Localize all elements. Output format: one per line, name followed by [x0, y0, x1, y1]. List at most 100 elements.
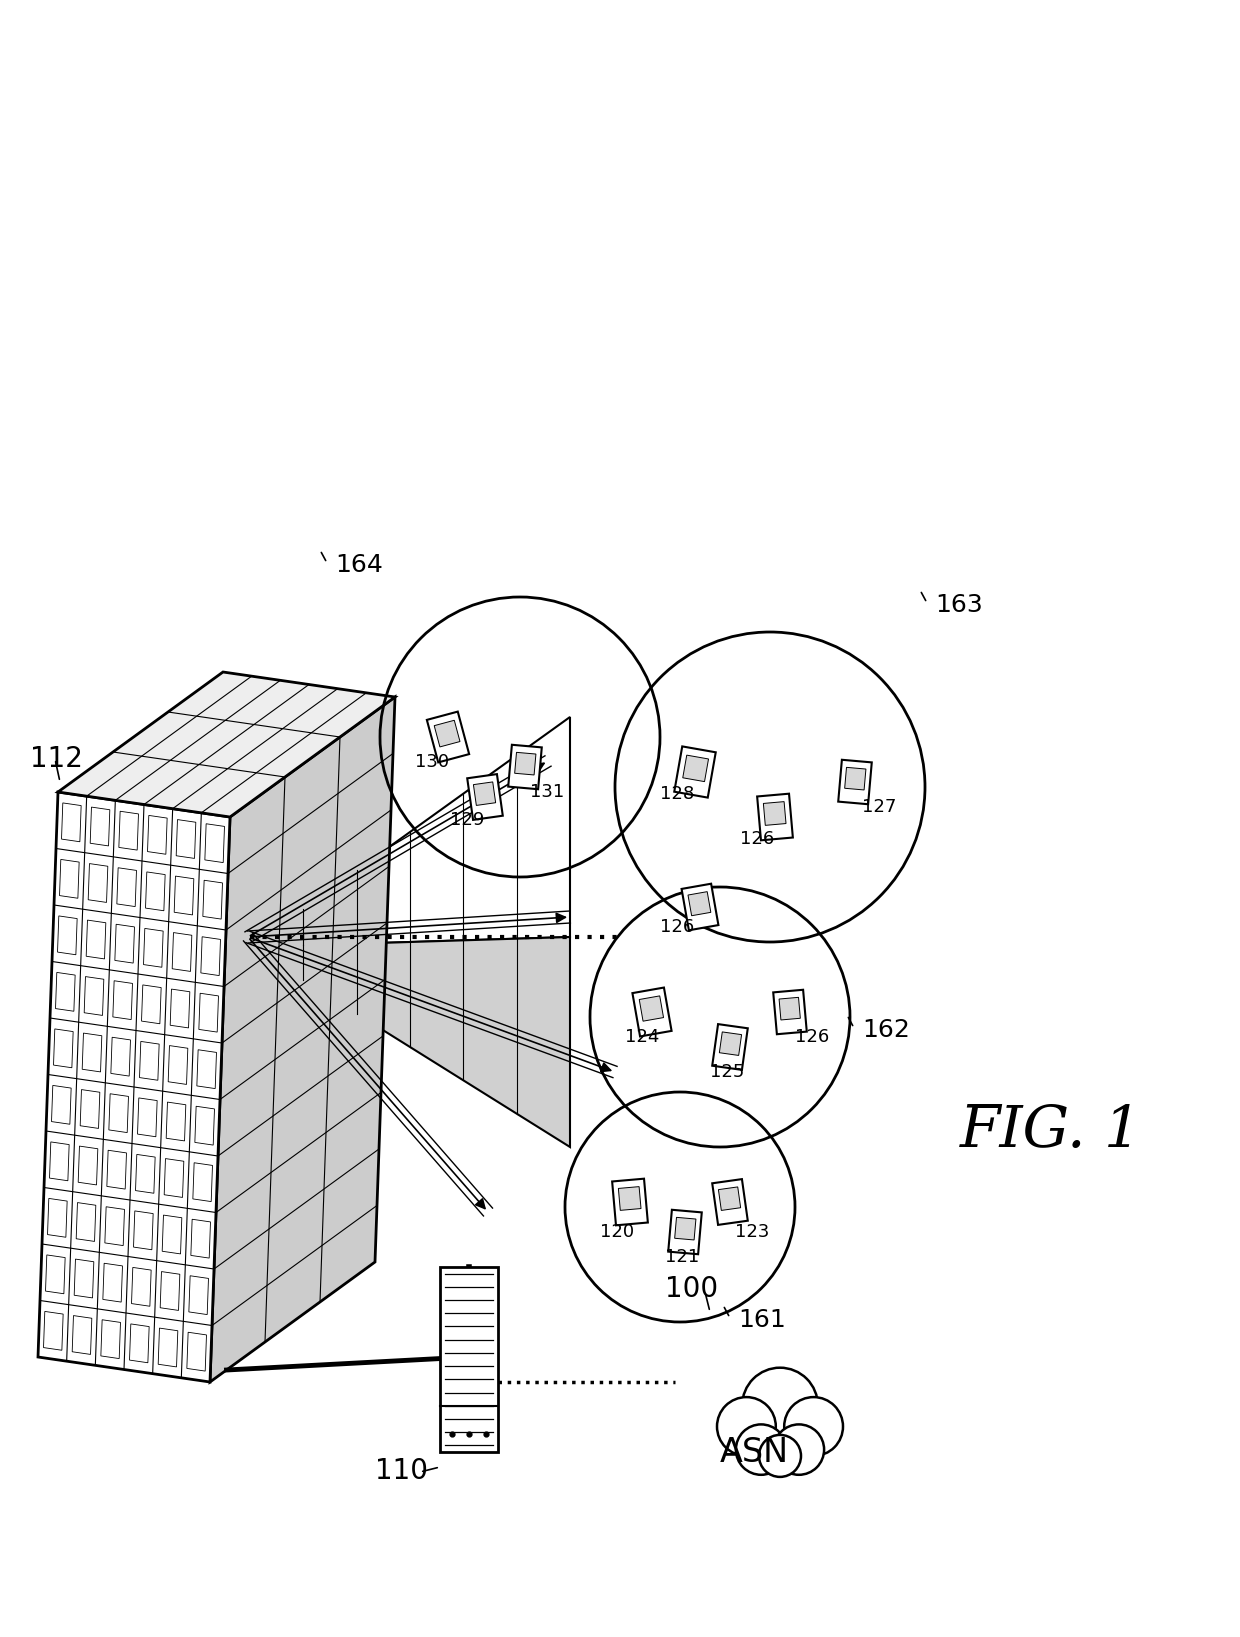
Polygon shape — [131, 1267, 151, 1306]
Polygon shape — [135, 1154, 155, 1193]
Circle shape — [735, 1424, 786, 1475]
Polygon shape — [57, 917, 77, 954]
Polygon shape — [474, 782, 496, 805]
Polygon shape — [619, 1187, 641, 1210]
Polygon shape — [774, 990, 807, 1035]
Text: 126: 126 — [740, 830, 774, 848]
Bar — [440, 1267, 498, 1452]
Polygon shape — [195, 1107, 215, 1144]
Polygon shape — [117, 868, 136, 907]
Polygon shape — [52, 1085, 71, 1125]
Polygon shape — [134, 1211, 154, 1249]
Polygon shape — [250, 936, 570, 1148]
Text: 131: 131 — [529, 782, 564, 800]
Polygon shape — [38, 792, 229, 1382]
Text: FIG. 1: FIG. 1 — [960, 1103, 1142, 1159]
Polygon shape — [172, 933, 192, 971]
Polygon shape — [632, 987, 672, 1036]
Polygon shape — [838, 760, 872, 804]
Polygon shape — [515, 753, 536, 774]
Polygon shape — [722, 1380, 838, 1463]
Polygon shape — [169, 1046, 187, 1084]
Text: 112: 112 — [30, 745, 83, 773]
Polygon shape — [675, 1218, 696, 1239]
Polygon shape — [675, 746, 715, 797]
Polygon shape — [187, 1333, 207, 1372]
Polygon shape — [115, 925, 134, 963]
Polygon shape — [210, 697, 396, 1382]
Polygon shape — [191, 1220, 211, 1259]
Polygon shape — [164, 1159, 184, 1197]
Polygon shape — [508, 745, 542, 789]
Text: 161: 161 — [738, 1308, 786, 1333]
Polygon shape — [140, 1041, 159, 1080]
Polygon shape — [62, 802, 81, 841]
Polygon shape — [198, 994, 218, 1031]
Polygon shape — [159, 1328, 177, 1367]
Polygon shape — [688, 892, 711, 915]
Text: 120: 120 — [600, 1223, 634, 1241]
Polygon shape — [844, 768, 866, 791]
Polygon shape — [53, 1030, 73, 1067]
Text: ASN: ASN — [720, 1436, 789, 1468]
Text: 124: 124 — [625, 1028, 660, 1046]
Polygon shape — [110, 1038, 130, 1076]
Polygon shape — [712, 1179, 748, 1224]
Text: 126: 126 — [660, 918, 694, 936]
Polygon shape — [107, 1151, 126, 1188]
Polygon shape — [105, 1206, 124, 1246]
Polygon shape — [682, 884, 718, 930]
Polygon shape — [129, 1324, 149, 1362]
Polygon shape — [162, 1215, 182, 1254]
Circle shape — [743, 1367, 818, 1444]
Polygon shape — [712, 1025, 748, 1071]
Text: 125: 125 — [711, 1062, 744, 1080]
Polygon shape — [640, 995, 663, 1021]
Polygon shape — [188, 1275, 208, 1315]
Polygon shape — [718, 1187, 740, 1210]
Polygon shape — [174, 876, 193, 915]
Circle shape — [759, 1436, 801, 1477]
Polygon shape — [668, 1210, 702, 1254]
Polygon shape — [76, 1203, 95, 1241]
Polygon shape — [141, 985, 161, 1023]
Polygon shape — [58, 673, 396, 817]
Polygon shape — [84, 977, 104, 1015]
Polygon shape — [779, 997, 800, 1020]
Polygon shape — [109, 1094, 129, 1133]
Polygon shape — [119, 812, 139, 850]
Polygon shape — [613, 1179, 647, 1226]
Polygon shape — [166, 1102, 186, 1141]
Polygon shape — [103, 1264, 123, 1301]
Polygon shape — [88, 864, 108, 902]
Polygon shape — [113, 981, 133, 1020]
Polygon shape — [467, 774, 502, 820]
Polygon shape — [148, 815, 167, 855]
Text: 100: 100 — [665, 1275, 718, 1303]
Polygon shape — [434, 720, 460, 746]
Polygon shape — [170, 989, 190, 1028]
Polygon shape — [203, 881, 222, 918]
Polygon shape — [197, 1049, 217, 1089]
Text: 123: 123 — [735, 1223, 769, 1241]
Polygon shape — [91, 807, 110, 846]
Circle shape — [784, 1396, 843, 1455]
Polygon shape — [56, 972, 76, 1012]
Polygon shape — [764, 802, 786, 825]
Text: 130: 130 — [415, 753, 449, 771]
Text: 164: 164 — [335, 553, 383, 576]
Polygon shape — [60, 859, 79, 899]
Text: 163: 163 — [935, 593, 983, 617]
Circle shape — [774, 1424, 825, 1475]
Polygon shape — [201, 936, 221, 976]
Text: 126: 126 — [795, 1028, 830, 1046]
Polygon shape — [81, 1090, 99, 1128]
Polygon shape — [193, 1162, 212, 1202]
Polygon shape — [47, 1198, 67, 1238]
Text: 110: 110 — [374, 1457, 428, 1485]
Polygon shape — [205, 823, 224, 863]
Polygon shape — [87, 920, 105, 959]
Polygon shape — [758, 794, 792, 840]
Text: 128: 128 — [660, 786, 694, 804]
Polygon shape — [74, 1259, 94, 1298]
